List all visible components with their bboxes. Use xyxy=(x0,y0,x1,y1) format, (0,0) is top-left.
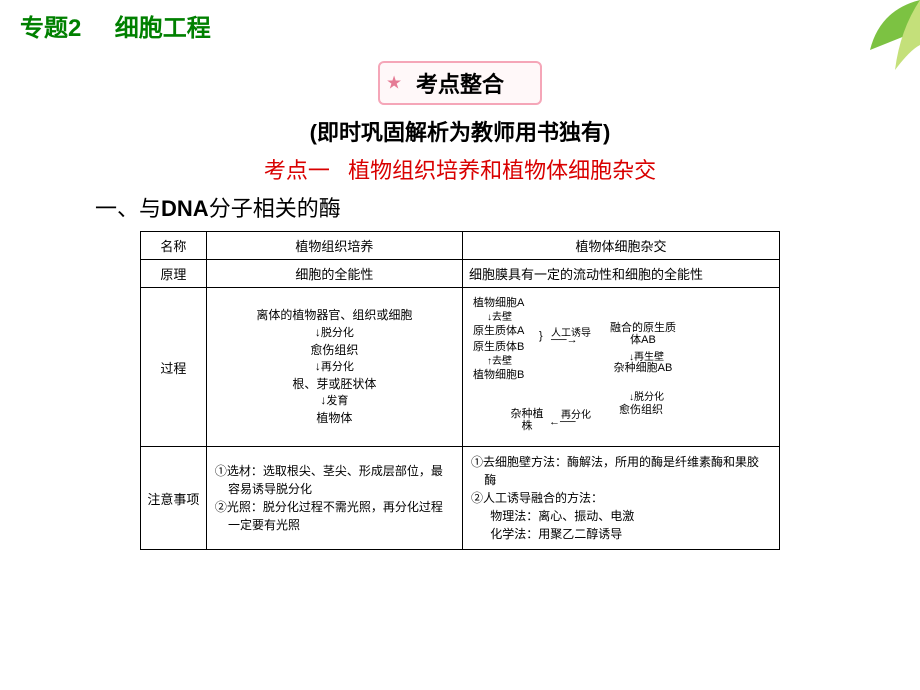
arrow-down-icon: ↓脱分化 xyxy=(629,388,664,403)
pr-callus: 愈伤组织 xyxy=(619,404,663,416)
topic-label: 专题2 xyxy=(20,15,81,42)
row-process: 过程 xyxy=(141,288,207,447)
principle-b: 细胞膜具有一定的流动性和细胞的全能性 xyxy=(463,260,780,288)
table-row: 名称 植物组织培养 植物体细胞杂交 xyxy=(141,232,780,260)
table-row: 原理 细胞的全能性 细胞膜具有一定的流动性和细胞的全能性 xyxy=(141,260,780,288)
subtitle: (即时巩固解析为教师用书独有) xyxy=(0,115,920,147)
star-icon: ★ xyxy=(386,73,402,94)
arrow-down-icon: ↓去壁 xyxy=(487,308,512,323)
principle-a: 细胞的全能性 xyxy=(206,260,462,288)
row-notes: 注意事项 xyxy=(141,447,207,550)
section-dna: DNA xyxy=(161,196,209,221)
banner-text: 考点整合 xyxy=(416,72,504,97)
pr-cell-b: 植物细胞B xyxy=(473,366,524,382)
table-row: 注意事项 ①选材：选取根尖、茎尖、形成层部位，最容易诱导脱分化 ②光照：脱分化过… xyxy=(141,447,780,550)
topic-title: 细胞工程 xyxy=(115,15,211,42)
section-post: 分子相关的酶 xyxy=(209,196,341,221)
arrow-left-icon: ←── xyxy=(549,416,576,428)
kaodian-label: 考点一 xyxy=(264,158,330,183)
note-subitem: 化学法：用聚乙二醇诱导 xyxy=(471,525,771,543)
pr-hybrid-plant: 杂种植株 xyxy=(507,408,547,432)
proc-left-step: 愈伤组织 xyxy=(213,342,456,359)
process-a: 离体的植物器官、组织或细胞 ↓脱分化 愈伤组织 ↓再分化 根、芽或胚状体 ↓发育… xyxy=(206,288,462,447)
pr-fused: 融合的原生质体AB xyxy=(607,322,679,346)
kaodian-line: 考点一 植物组织培养和植物体细胞杂交 xyxy=(0,153,920,185)
banner: ★ 考点整合 xyxy=(0,61,920,105)
note-item: ②光照：脱分化过程不需光照，再分化过程一定要有光照 xyxy=(215,498,454,534)
note-item: ①选材：选取根尖、茎尖、形成层部位，最容易诱导脱分化 xyxy=(215,462,454,498)
notes-a: ①选材：选取根尖、茎尖、形成层部位，最容易诱导脱分化 ②光照：脱分化过程不需光照… xyxy=(206,447,462,550)
process-b: 植物细胞A ↓去壁 原生质体A 原生质体B ↑去壁 植物细胞B } 人工诱导 ─… xyxy=(463,288,780,447)
arrow-down-icon: ↓脱分化 xyxy=(213,324,456,341)
topic-header: 专题2 细胞工程 xyxy=(0,0,920,43)
arrow-up-icon: ↑去壁 xyxy=(487,352,512,367)
section-pre: 与 xyxy=(139,196,161,221)
comparison-table: 名称 植物组织培养 植物体细胞杂交 原理 细胞的全能性 细胞膜具有一定的流动性和… xyxy=(140,231,780,550)
header-col-a: 植物组织培养 xyxy=(206,232,462,260)
arrow-right-icon: ──→ xyxy=(551,334,578,346)
section-heading: 一、与DNA分子相关的酶 xyxy=(95,191,920,223)
arrow-down-icon: ↓发育 xyxy=(213,392,456,409)
section-num: 一、 xyxy=(95,196,139,221)
note-subitem: 物理法：离心、振动、电激 xyxy=(471,507,771,525)
header-col-b: 植物体细胞杂交 xyxy=(463,232,780,260)
proc-left-step: 根、芽或胚状体 xyxy=(213,376,456,393)
pr-hybrid-cell: 杂种细胞AB xyxy=(611,362,675,374)
pr-proto-a: 原生质体A xyxy=(473,322,524,338)
arrow-down-icon: ↓再分化 xyxy=(213,358,456,375)
note-item: ①去细胞壁方法：酶解法，所用的酶是纤维素酶和果胶酶 xyxy=(471,453,771,489)
arrow-down-icon: ↓再生壁 xyxy=(629,348,664,363)
row-principle: 原理 xyxy=(141,260,207,288)
brace-icon: } xyxy=(539,330,543,342)
note-item: ②人工诱导融合的方法： xyxy=(471,489,771,507)
table-row: 过程 离体的植物器官、组织或细胞 ↓脱分化 愈伤组织 ↓再分化 根、芽或胚状体 … xyxy=(141,288,780,447)
notes-b: ①去细胞壁方法：酶解法，所用的酶是纤维素酶和果胶酶 ②人工诱导融合的方法： 物理… xyxy=(463,447,780,550)
kaodian-text: 植物组织培养和植物体细胞杂交 xyxy=(348,158,656,183)
proc-left-step: 离体的植物器官、组织或细胞 xyxy=(213,307,456,324)
proc-left-step: 植物体 xyxy=(213,410,456,427)
header-name: 名称 xyxy=(141,232,207,260)
